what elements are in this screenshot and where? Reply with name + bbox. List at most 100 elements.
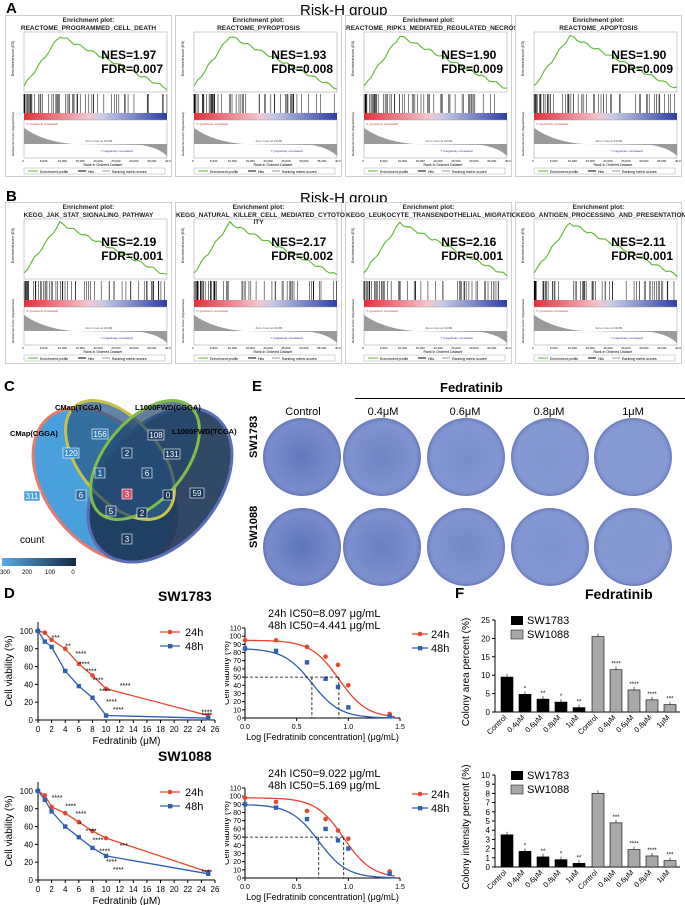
svg-text:40,000: 40,000 xyxy=(165,346,171,350)
venn-count-0: 0 xyxy=(166,491,171,500)
y-tick-label: 70 xyxy=(233,818,241,825)
legend-48h: 48h xyxy=(185,641,203,653)
svg-text:0: 0 xyxy=(22,159,24,163)
data-point xyxy=(42,793,48,798)
data-point xyxy=(335,684,341,690)
svg-text:0: 0 xyxy=(532,159,534,163)
count-legend-tick: 300 xyxy=(0,570,11,576)
count-legend-tick: 100 xyxy=(45,570,56,576)
data-point xyxy=(49,809,54,814)
nes-fdr-stats: NES=1.97 FDR=0.007 xyxy=(101,48,163,76)
svg-text:25,000: 25,000 xyxy=(111,159,121,163)
nes-value: NES=1.90 xyxy=(611,48,667,62)
row-label-sw1783: SW1783 xyxy=(248,415,260,458)
significance-mark: **** xyxy=(201,712,212,719)
ranking-metric-area xyxy=(364,128,507,156)
x-tick-label: 12 xyxy=(115,725,124,734)
svg-text:Enrichment profile: Enrichment profile xyxy=(380,357,408,361)
data-point xyxy=(346,846,351,851)
count-legend-bar xyxy=(2,558,76,566)
venn-count-3b: 3 xyxy=(125,535,130,544)
svg-text:5,000: 5,000 xyxy=(210,346,218,350)
data-point xyxy=(304,808,310,814)
svg-text:25,000: 25,000 xyxy=(111,346,121,350)
enrichment-profile-line xyxy=(193,36,338,90)
panel-c-label: C xyxy=(4,378,15,395)
svg-text:Hits: Hits xyxy=(258,357,264,361)
svg-text:10,000: 10,000 xyxy=(398,159,408,163)
gsea-plot: Enrichment score (ES) 'h' (positively cor… xyxy=(515,15,682,177)
significance-mark: **** xyxy=(201,870,212,877)
significance-mark: ** xyxy=(577,700,582,706)
significance-mark: **** xyxy=(113,707,124,714)
gsea-title-top: Enrichment plot: xyxy=(232,204,285,211)
series-line-24h xyxy=(37,630,209,717)
significance-mark: *** xyxy=(612,815,620,821)
bar-SW1088 xyxy=(609,669,623,713)
y-tick-label: 20 xyxy=(24,858,33,867)
hit-marks xyxy=(363,94,495,113)
y-tick-label: 3 xyxy=(486,835,491,844)
svg-text:5,000: 5,000 xyxy=(550,159,558,163)
significance-mark: * xyxy=(524,843,527,849)
svg-text:10,000: 10,000 xyxy=(228,159,238,163)
x-tick-label: 2 xyxy=(49,885,54,894)
svg-text:5,000: 5,000 xyxy=(550,346,558,350)
data-point xyxy=(335,838,341,843)
svg-text:Ranking metric scores: Ranking metric scores xyxy=(452,357,487,361)
y-axis-label: Cell viability (%) xyxy=(4,635,15,706)
bar-SW1088 xyxy=(663,704,677,713)
significance-mark: **** xyxy=(92,678,103,685)
svg-text:'l' (negatively correlated): 'l' (negatively correlated) xyxy=(441,149,473,153)
nes-value: NES=1.97 xyxy=(101,48,157,62)
svg-text:'h' (positively correlated): 'h' (positively correlated) xyxy=(366,309,398,313)
ranking-metric-area xyxy=(534,315,677,343)
venn-count-311: 311 xyxy=(26,492,39,501)
bar-SW1088 xyxy=(645,855,659,868)
svg-text:20,000: 20,000 xyxy=(94,159,104,163)
svg-text:Enrichment score (ES): Enrichment score (ES) xyxy=(351,41,355,76)
y-tick-label: 9 xyxy=(486,780,491,789)
category-label: 0.6μM xyxy=(523,868,544,889)
data-point xyxy=(63,824,68,829)
category-label: Control xyxy=(576,868,600,892)
data-point xyxy=(346,682,351,688)
x-tick-label: 1.5 xyxy=(395,724,405,731)
x-tick-label: 16 xyxy=(142,725,151,734)
gsea-plot: Enrichment score (ES) 'h' (positively cor… xyxy=(175,15,342,177)
svg-text:Enrichment score (ES): Enrichment score (ES) xyxy=(181,41,185,76)
category-label: 0.8μM xyxy=(541,713,562,734)
svg-text:40,000: 40,000 xyxy=(335,346,341,350)
series-line-48h xyxy=(37,790,209,875)
ranking-metric-area xyxy=(24,315,167,343)
data-point xyxy=(90,845,95,851)
y-tick-label: 0 xyxy=(486,863,491,872)
x-tick-label: 24 xyxy=(197,725,206,734)
y-tick-label: 10 xyxy=(233,867,241,874)
venn-label-1: CMap(CGGA) xyxy=(10,429,58,438)
gsea-plot: Enrichment score (ES) 'h' (positively cor… xyxy=(345,15,524,177)
y-tick-label: 4 xyxy=(486,826,491,835)
gsea-title-name: KEGG_NATURAL_KILLER_CELL_MEDIATED_CYTOTO… xyxy=(176,211,356,227)
y-tick-label: 30 xyxy=(233,851,241,858)
data-point xyxy=(42,639,48,644)
rank-color-bar xyxy=(534,113,677,120)
legend-sw1783: SW1783 xyxy=(527,615,569,627)
data-point xyxy=(346,836,351,842)
x-axis-label: Log [Fedratinib concentration] (μg/mL) xyxy=(246,892,399,902)
significance-mark: **** xyxy=(52,795,63,802)
svg-text:0: 0 xyxy=(192,346,194,350)
venn-set-l1000fwd-cgga xyxy=(89,399,201,521)
col-label-0.6: 0.6μM xyxy=(449,406,481,418)
fdr-value: FDR=0.001 xyxy=(611,249,673,263)
count-legend-tick: 0 xyxy=(71,570,75,576)
gsea-title: Enrichment plot: REACTOME_APOPTOSIS xyxy=(516,17,681,32)
enrichment-profile-line xyxy=(533,222,678,278)
ic50-text-sw1088: 24h IC50=9.022 μg/mL 48h IC50=5.169 μg/m… xyxy=(268,768,380,792)
y-tick-label: 50 xyxy=(233,835,241,842)
svg-text:'l' (negatively correlated): 'l' (negatively correlated) xyxy=(101,336,133,340)
x-tick-label: 18 xyxy=(156,725,165,734)
